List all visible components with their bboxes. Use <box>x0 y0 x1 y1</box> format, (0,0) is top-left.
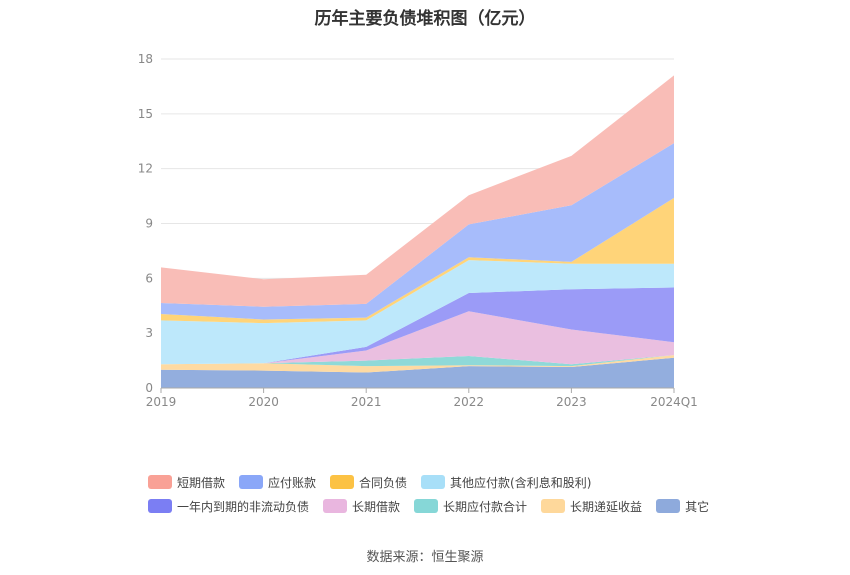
legend-item[interactable]: 长期借款 <box>323 498 400 515</box>
legend-label: 长期借款 <box>352 499 401 514</box>
y-tick-label: 15 <box>138 107 153 121</box>
area-series <box>161 143 674 320</box>
area-series <box>161 260 674 365</box>
legend-swatch <box>421 475 446 489</box>
y-tick-label: 0 <box>145 381 153 395</box>
legend-swatch <box>330 475 355 489</box>
area-series <box>161 355 674 373</box>
legend-label: 长期应付款合计 <box>443 499 528 514</box>
legend-label: 长期递延收益 <box>570 499 643 514</box>
legend-swatch <box>541 499 566 513</box>
legend-swatch <box>239 475 264 489</box>
chart-title: 历年主要负债堆积图（亿元） <box>314 9 536 29</box>
legend-swatch <box>148 475 172 489</box>
legend-item[interactable]: 应付账款 <box>239 474 316 491</box>
legend-item[interactable]: 短期借款 <box>148 474 225 491</box>
area-series <box>161 357 674 388</box>
legend-label: 合同负债 <box>359 475 408 490</box>
legend-item[interactable]: 其他应付款(含利息和股利) <box>421 474 591 491</box>
legend-label: 其他应付款(含利息和股利) <box>450 475 592 490</box>
legend-item[interactable]: 合同负债 <box>330 474 407 491</box>
legend-row: 短期借款 应付账款 合同负债 其他应付款(含利息和股利) <box>148 470 768 494</box>
legend-swatch <box>656 499 681 513</box>
legend-swatch <box>414 499 439 513</box>
legend-label: 一年内到期的非流动负债 <box>177 499 310 514</box>
legend-item[interactable]: 长期递延收益 <box>541 498 642 515</box>
legend-label: 短期借款 <box>177 475 226 490</box>
legend-item[interactable]: 其它 <box>656 498 709 515</box>
area-series <box>161 287 674 365</box>
y-tick-label: 12 <box>138 162 153 176</box>
y-tick-label: 18 <box>138 52 153 66</box>
legend-row: 一年内到期的非流动负债 长期借款 长期应付款合计 长期递延收益 其它 <box>148 494 768 518</box>
area-series <box>161 311 674 365</box>
x-tick-label: 2023 <box>556 395 587 409</box>
x-tick-label: 2019 <box>146 395 177 409</box>
data-source: 数据来源：恒生聚源 <box>366 550 484 565</box>
area-series <box>161 75 674 307</box>
x-tick-label: 2021 <box>351 395 382 409</box>
legend-label: 其它 <box>685 499 710 514</box>
stacked-area-chart: 0 3 6 9 12 15 18 2019 2020 2021 2022 2023 2024Q1 <box>138 52 698 409</box>
y-tick-label: 9 <box>145 217 153 231</box>
x-tick-label: 2024Q1 <box>650 395 698 409</box>
legend-swatch <box>148 499 172 513</box>
y-tick-label: 6 <box>145 271 153 285</box>
y-tick-label: 3 <box>145 326 153 340</box>
legend-label: 应付账款 <box>268 475 317 490</box>
x-tick-label: 2020 <box>248 395 279 409</box>
legend-item[interactable]: 一年内到期的非流动负债 <box>148 498 309 515</box>
legend-swatch <box>323 499 348 513</box>
x-tick-label: 2022 <box>454 395 485 409</box>
legend-item[interactable]: 长期应付款合计 <box>414 498 527 515</box>
legend: 短期借款 应付账款 合同负债 其他应付款(含利息和股利) 一年内到期的非流动负债 长期借… <box>148 470 768 518</box>
area-series <box>161 355 674 367</box>
